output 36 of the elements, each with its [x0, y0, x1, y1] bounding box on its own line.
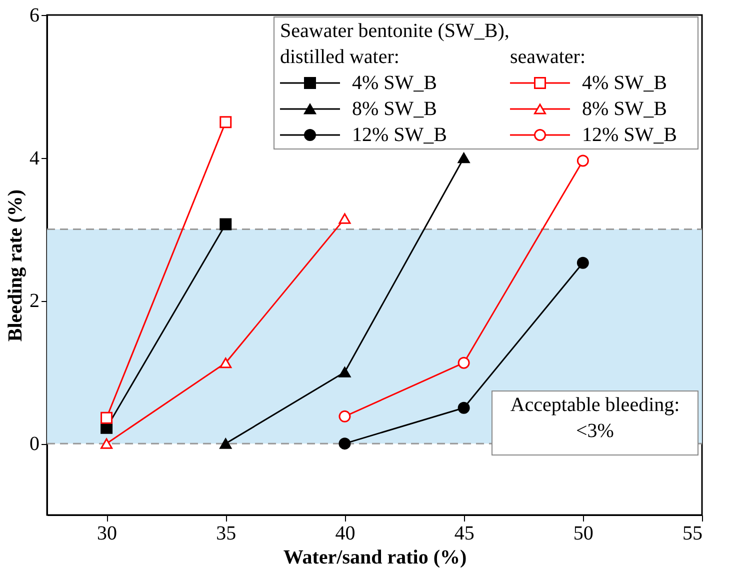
- x-axis-title: Water/sand ratio (%): [283, 546, 467, 568]
- point: [100, 412, 113, 424]
- point: [458, 402, 470, 414]
- legend-label: 4% SW_B: [352, 72, 437, 94]
- text: distilled water:: [280, 46, 400, 68]
- annotation: Acceptable bleeding: <3%: [510, 394, 680, 442]
- x-tick-label: 35: [216, 522, 236, 544]
- y-tick-label: 6: [30, 4, 40, 26]
- point: [220, 218, 232, 230]
- text: seawater:: [510, 46, 586, 68]
- point: [338, 438, 351, 450]
- x-tick-label: 45: [454, 522, 474, 544]
- legend-label: 8% SW_B: [582, 98, 667, 120]
- point: [220, 438, 232, 449]
- x-tick-label: 30: [97, 522, 118, 544]
- point: [576, 256, 589, 269]
- point: [338, 410, 351, 422]
- x-tick-label: 55: [682, 522, 702, 544]
- legend-label: 8% SW_B: [352, 98, 437, 120]
- legend-label: 12% SW_B: [352, 124, 447, 146]
- x-tick-label: 50: [573, 522, 594, 544]
- point: [220, 116, 232, 128]
- y-tick-label: 4: [30, 147, 40, 170]
- text: Seawater bentonite (SW_B),: [280, 20, 510, 42]
- point: [338, 213, 351, 224]
- point: [458, 152, 470, 164]
- x-tick-label: 40: [335, 522, 356, 544]
- point: [220, 358, 232, 368]
- legend-label: 12% SW_B: [582, 124, 677, 146]
- y-tick-label: 2: [30, 290, 40, 312]
- y-axis-title: Bleeding rate (%): [4, 189, 26, 342]
- y-tick-label: 0: [30, 433, 40, 456]
- legend-label: 4% SW_B: [582, 72, 667, 94]
- point: [100, 438, 113, 449]
- point: [338, 366, 351, 378]
- point: [458, 356, 470, 369]
